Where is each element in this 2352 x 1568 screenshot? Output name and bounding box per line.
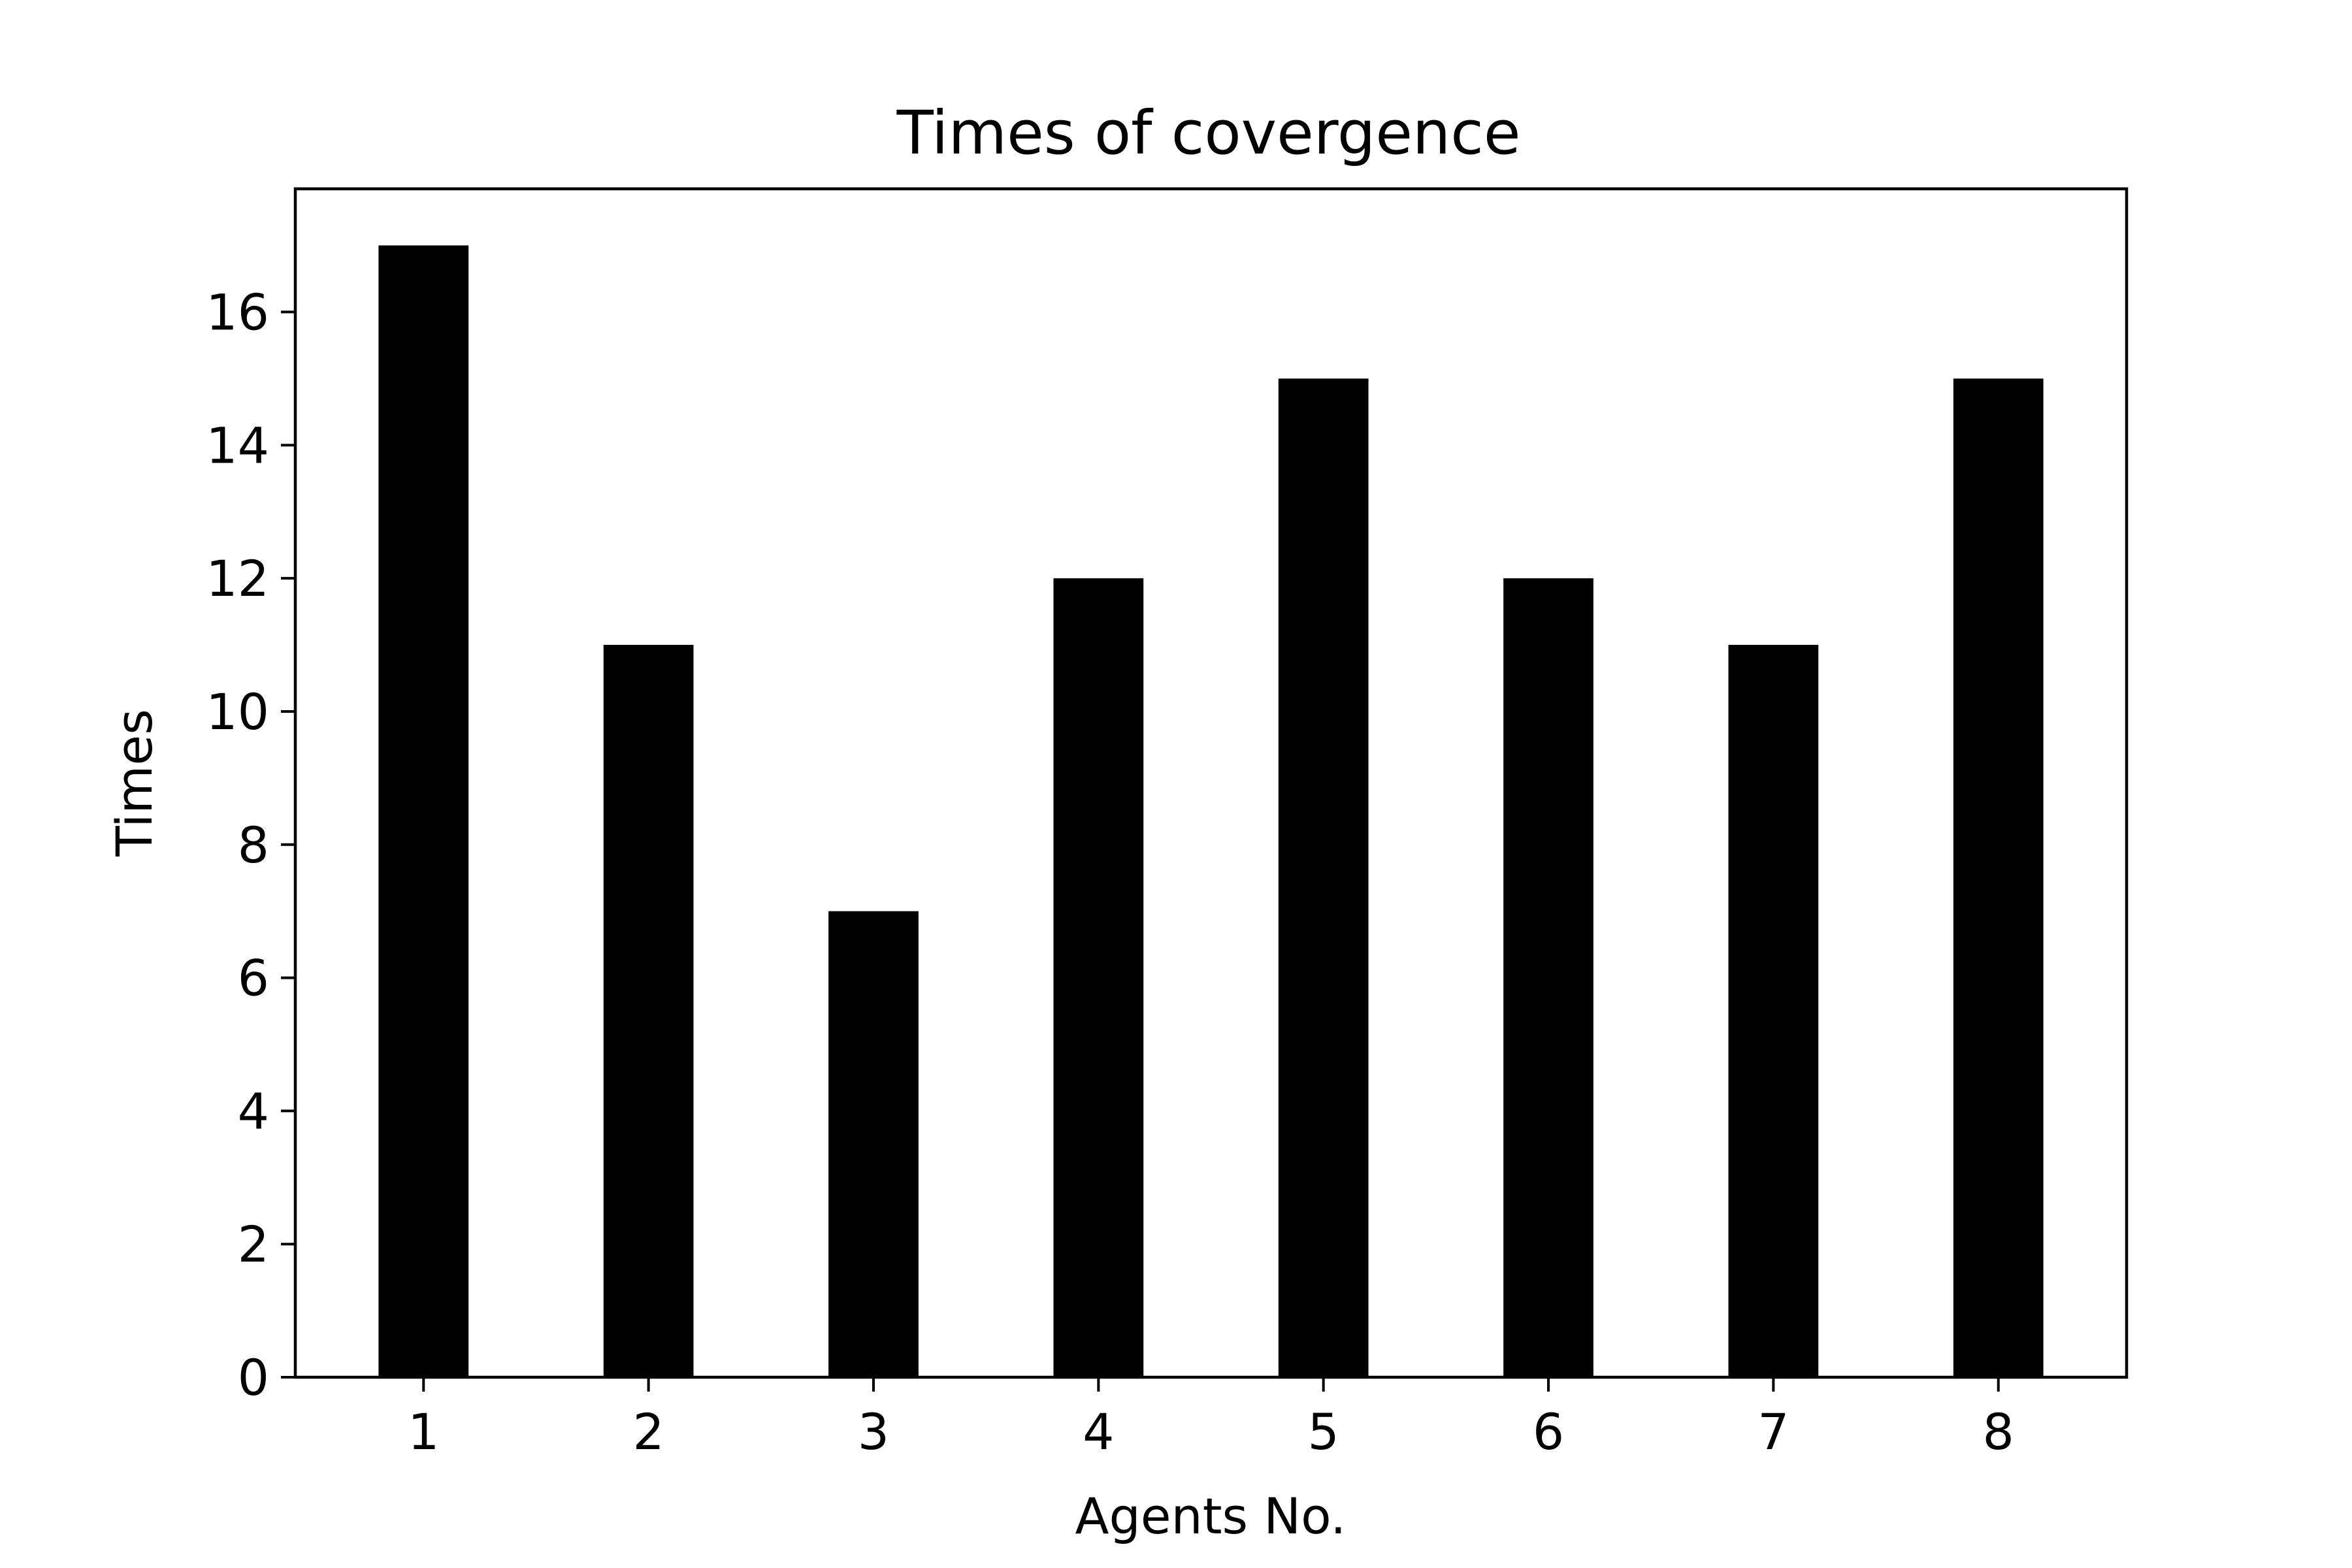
x-axis-title: Agents No. xyxy=(1075,1487,1347,1545)
x-tick-label: 7 xyxy=(1757,1403,1789,1461)
y-tick-label: 6 xyxy=(238,949,269,1007)
plot-frame xyxy=(293,187,2129,1379)
bars-layer xyxy=(378,245,2044,1378)
bar-agent-7 xyxy=(1728,645,1819,1377)
bar-agent-5 xyxy=(1278,378,1369,1377)
y-tick-label: 8 xyxy=(238,816,269,874)
bar-agent-6 xyxy=(1503,578,1593,1378)
x-tick-label: 4 xyxy=(1083,1403,1114,1461)
y-tick-label: 10 xyxy=(206,683,269,741)
bar-agent-8 xyxy=(1953,378,2044,1377)
bar-agent-2 xyxy=(603,645,694,1377)
x-tick-label: 6 xyxy=(1533,1403,1564,1461)
y-tick-label: 16 xyxy=(206,284,269,342)
x-tick-label: 5 xyxy=(1307,1403,1339,1461)
y-tick-label: 0 xyxy=(238,1348,269,1407)
x-tick-label: 8 xyxy=(1983,1403,2014,1461)
y-tick-label: 2 xyxy=(238,1215,269,1273)
x-tick-label: 1 xyxy=(408,1403,439,1461)
bar-agent-3 xyxy=(828,911,919,1377)
y-tick-label: 4 xyxy=(238,1082,269,1140)
x-tick-label: 2 xyxy=(632,1403,664,1461)
bar-agent-4 xyxy=(1053,578,1144,1378)
x-tick-label: 3 xyxy=(858,1403,889,1461)
y-tick-label: 14 xyxy=(206,416,269,474)
y-axis-title: Times xyxy=(105,709,163,857)
bar-agent-1 xyxy=(378,245,469,1378)
chart-title: Times of covergence xyxy=(896,98,1521,168)
y-tick-label: 12 xyxy=(206,549,269,608)
